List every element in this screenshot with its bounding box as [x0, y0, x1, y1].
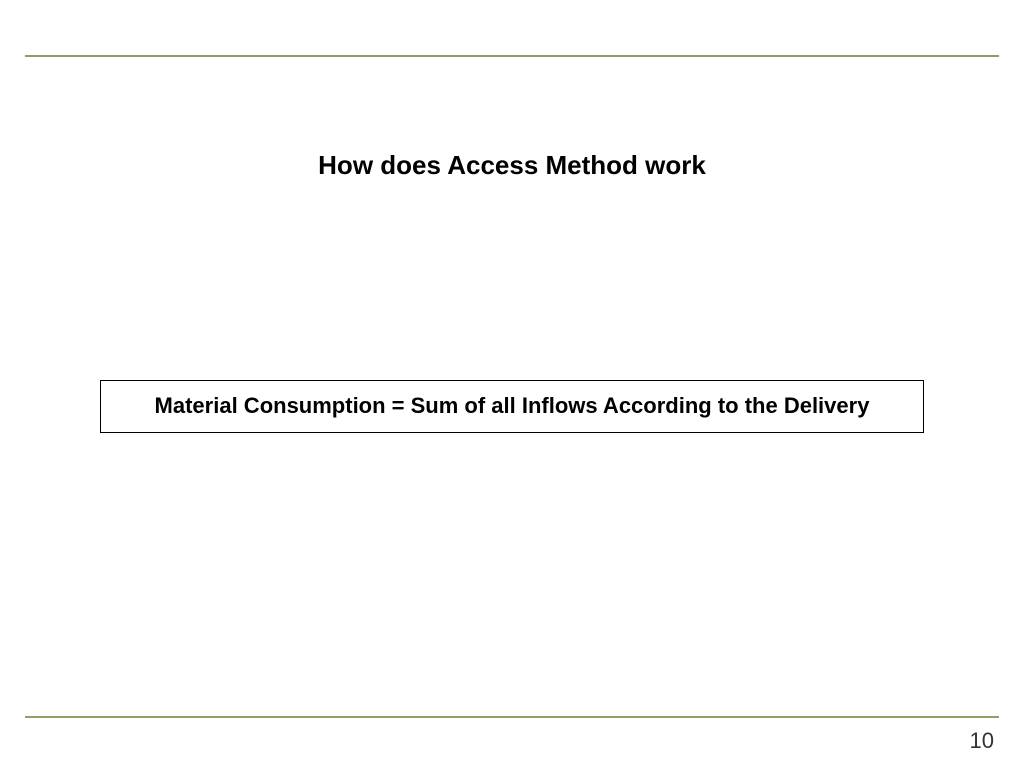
page-number: 10 — [970, 728, 994, 754]
top-horizontal-rule — [25, 55, 999, 57]
slide-title: How does Access Method work — [0, 150, 1024, 181]
formula-text: Material Consumption = Sum of all Inflow… — [155, 393, 870, 418]
formula-box: Material Consumption = Sum of all Inflow… — [100, 380, 924, 433]
bottom-horizontal-rule — [25, 716, 999, 718]
